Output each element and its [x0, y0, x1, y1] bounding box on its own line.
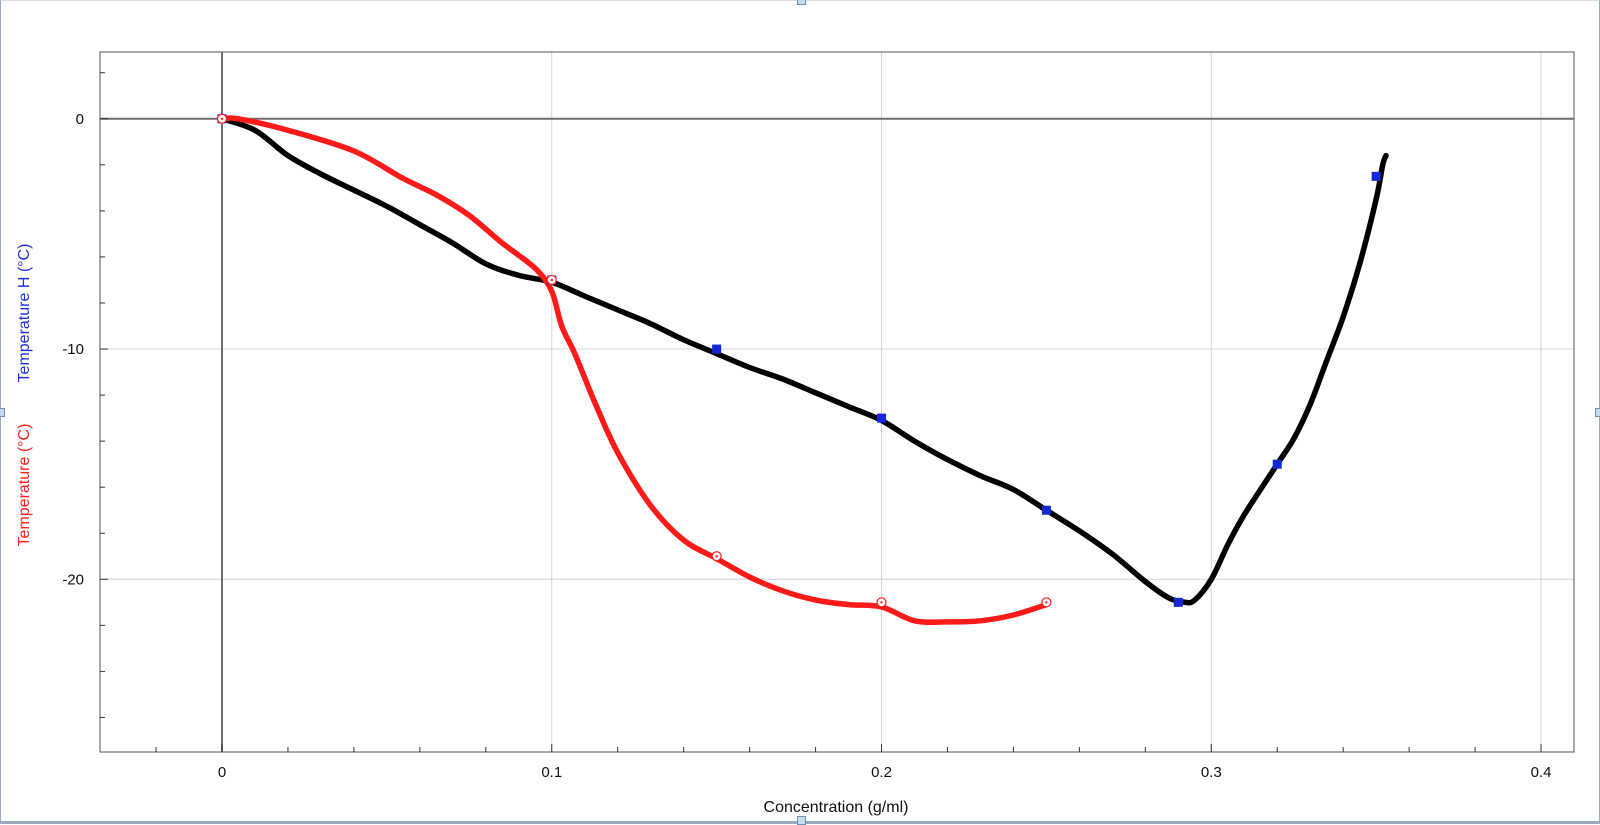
y-axis-title: Temperature (°C)	[16, 424, 33, 547]
x-tick-label: 0.1	[541, 764, 562, 781]
y-tick-label: -10	[62, 341, 84, 358]
blue-square-marker-icon	[1173, 597, 1183, 607]
blue-square-marker-icon	[1272, 459, 1282, 469]
red-series-line	[219, 115, 1050, 625]
x-tick-label: 0.3	[1201, 764, 1222, 781]
y-tick-label: -20	[62, 571, 84, 588]
x-tick-label: 0	[218, 764, 226, 781]
blue-square-marker-icon	[1371, 171, 1381, 181]
red-marker-dot	[715, 555, 718, 558]
selection-handle-right[interactable]	[1595, 408, 1600, 417]
black-series-line	[219, 116, 1389, 606]
red-marker-dot	[220, 117, 224, 120]
red-marker-dot	[1045, 601, 1048, 604]
blue-square-marker-icon	[1041, 505, 1051, 515]
y-axis-title-h: Temperature H (°C)	[16, 244, 33, 383]
tick-labels: 0 0.1 0.2 0.3 0.4 0 -10 -20	[62, 111, 1551, 781]
blue-square-marker-icon	[712, 344, 722, 354]
axes	[99, 51, 1575, 753]
x-tick-label: 0.2	[871, 764, 892, 781]
data-markers	[216, 113, 1381, 608]
x-axis-title: Concentration (g/ml)	[764, 799, 909, 816]
y-tick-label: 0	[76, 111, 84, 128]
selection-handle-top[interactable]	[797, 0, 806, 5]
plot-frame	[99, 51, 1575, 753]
x-tick-label: 0.4	[1531, 764, 1552, 781]
blue-square-marker-icon	[877, 413, 887, 423]
series-lines	[219, 115, 1389, 625]
selection-handle-left[interactable]	[0, 408, 5, 417]
red-marker-dot	[880, 601, 883, 604]
red-marker-dot	[550, 278, 553, 282]
